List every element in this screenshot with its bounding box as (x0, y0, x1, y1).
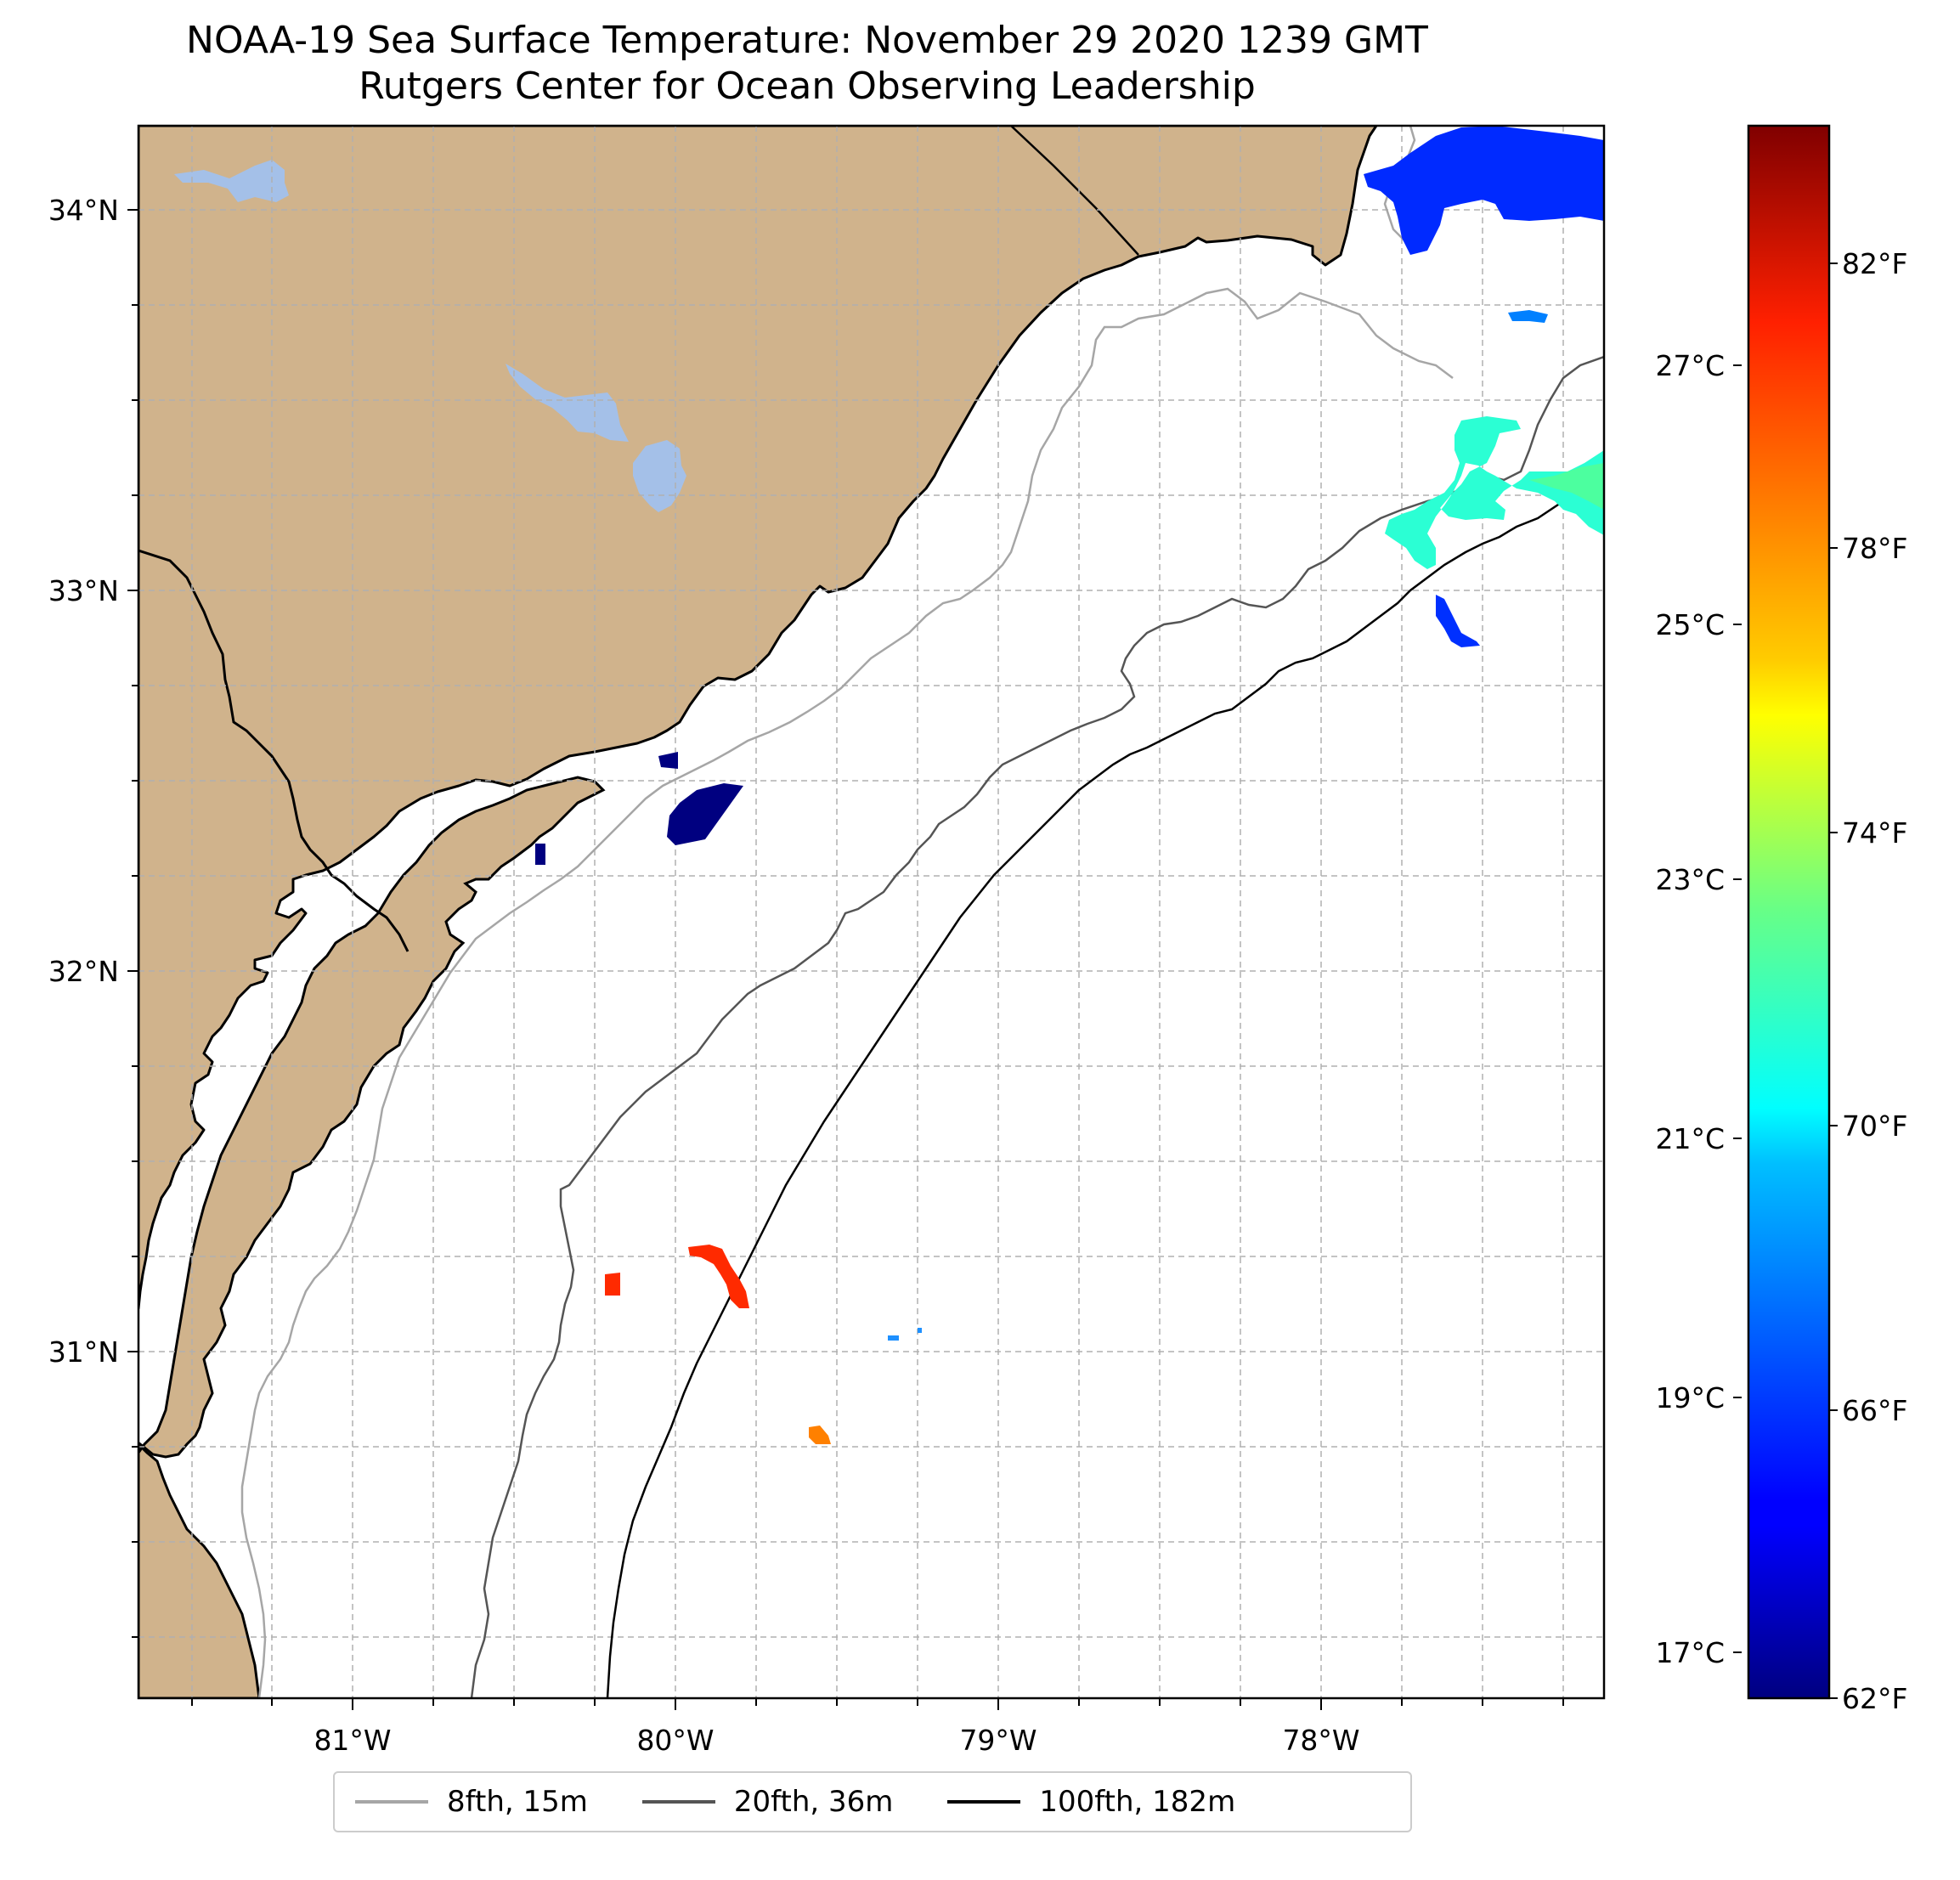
colorbar-f-label: 82°F (1842, 247, 1907, 280)
lat-tick-label: 31°N (48, 1335, 119, 1369)
lat-ticks (127, 209, 138, 1638)
lat-tick-label: 32°N (48, 955, 119, 988)
legend-item-8fth: 8fth, 15m (355, 1785, 588, 1819)
contour-20fth (470, 355, 1604, 1698)
sst-patch-offshore-warm (605, 1245, 749, 1308)
lake-3 (633, 440, 686, 512)
colorbar-c-label: 23°C (1655, 863, 1725, 896)
sst-patch-gulfstream-east (1529, 463, 1604, 510)
lon-tick-label: 78°W (1282, 1724, 1359, 1757)
nc-sc-border (1010, 126, 1139, 256)
sst-patches (535, 126, 1604, 1444)
legend-item-20fth: 20fth, 36m (641, 1785, 894, 1819)
sst-patch-cape-fear-east (1508, 310, 1548, 323)
legend-label: 100fth, 182m (1039, 1785, 1236, 1819)
state-border (138, 549, 410, 952)
legend-label: 8fth, 15m (447, 1785, 588, 1819)
lat-tick-label: 33°N (48, 574, 119, 607)
colorbar-c-ticks (1733, 364, 1742, 1653)
colorbar-c-label: 17°C (1655, 1636, 1725, 1669)
lon-tick-label: 79°W (959, 1724, 1036, 1757)
map-area (138, 126, 1604, 1698)
lon-tick-label: 81°W (313, 1724, 391, 1757)
map-subtitle: Rutgers Center for Ocean Observing Leade… (359, 65, 1256, 108)
contour-100fth (606, 474, 1604, 1698)
sst-patch-charleston (535, 752, 743, 865)
sst-patch-cape-fear-north (1364, 126, 1604, 255)
colorbar-f-label: 66°F (1842, 1394, 1907, 1427)
lon-tick-label: 80°W (636, 1724, 714, 1757)
sst-patch-east-mid (1436, 595, 1480, 647)
lake-1 (174, 160, 289, 202)
colorbar-f-label: 74°F (1842, 816, 1907, 850)
sst-patch-gulfstream-edge (1385, 416, 1604, 569)
colorbar-f-ticks (1829, 263, 1838, 1699)
colorbar-c-label: 25°C (1655, 608, 1725, 641)
colorbar-f-label: 70°F (1842, 1109, 1907, 1143)
legend-line (355, 1800, 428, 1804)
sst-patch-blue-small (888, 1328, 922, 1341)
colorbar-c-label: 27°C (1655, 349, 1725, 382)
colorbar-f-label: 62°F (1842, 1682, 1907, 1715)
colorbar-c-label: 21°C (1655, 1122, 1725, 1155)
legend-line (947, 1800, 1021, 1804)
land-south (138, 776, 606, 1459)
contour-legend: 8fth, 15m 20fth, 36m 100fth, 182m (333, 1771, 1412, 1832)
lat-tick-label: 34°N (48, 194, 119, 227)
lon-ticks (191, 1698, 1564, 1710)
colorbar-c-label: 19°C (1655, 1381, 1725, 1414)
colorbar-f-label: 78°F (1842, 532, 1907, 565)
legend-item-100fth: 100fth, 182m (947, 1785, 1235, 1819)
colorbar (1747, 124, 1831, 1700)
map-frame (137, 124, 1606, 1700)
sst-patch-offshore-south (809, 1426, 831, 1444)
lake-2 (506, 364, 629, 442)
legend-label: 20fth, 36m (733, 1785, 894, 1819)
map-title: NOAA-19 Sea Surface Temperature: Novembe… (186, 19, 1428, 62)
gridlines (138, 126, 1604, 1698)
legend-line (641, 1800, 715, 1804)
land (138, 126, 1378, 1698)
